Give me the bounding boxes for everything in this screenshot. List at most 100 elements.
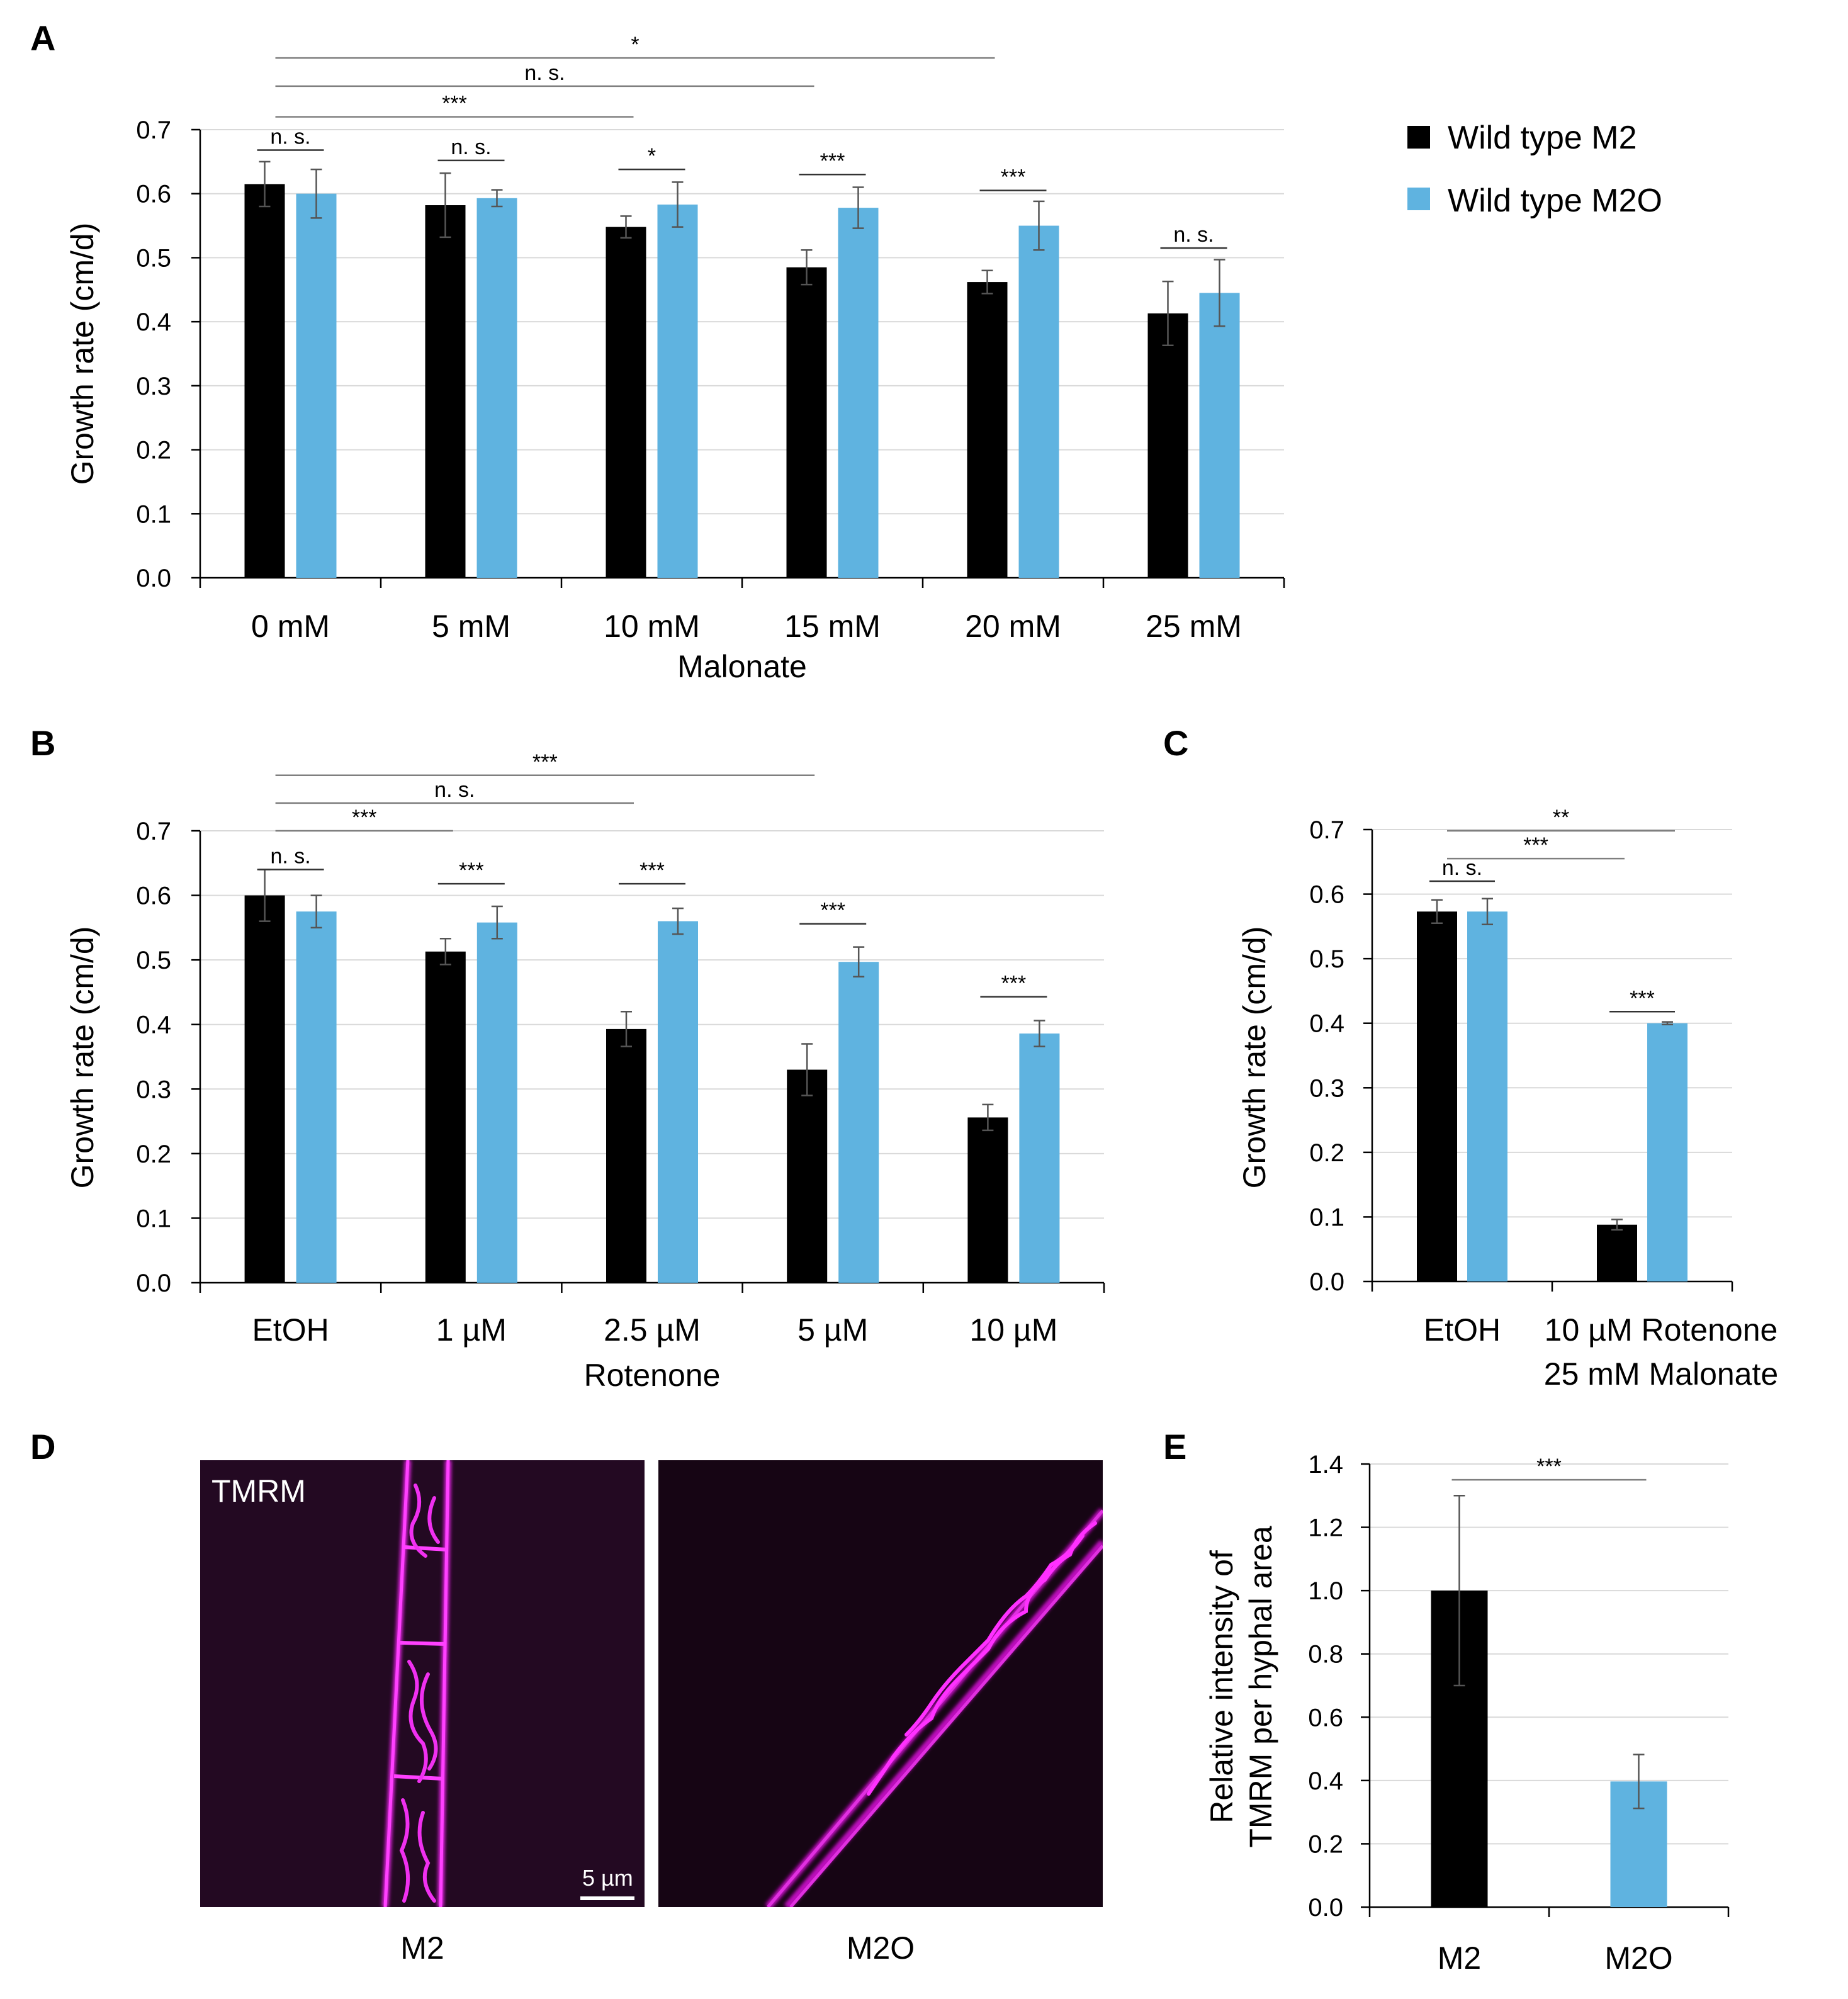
panel-c-significance-label: n. s. [1442, 856, 1482, 880]
panel-a-bar-series1 [657, 205, 698, 578]
panel-c-category-label: 10 µM Rotenone [1545, 1312, 1778, 1348]
panel-letter-b: B [30, 723, 55, 763]
panel-letter-c: C [1163, 723, 1188, 763]
hypha-m2o-mitochondria [867, 1521, 1097, 1796]
panel-a-y-tick-label: 0.2 [136, 437, 171, 465]
panel-e-y-axis-title: Relative intensity of TMRM per hyphal are… [1204, 1526, 1278, 1847]
panel-a-y-tick-label: 0.1 [136, 500, 171, 528]
panel-b-bar-series0 [606, 1028, 646, 1283]
panel-b-y-tick-label: 0.7 [136, 818, 171, 845]
panel-e-y-tick-label: 0.2 [1308, 1830, 1343, 1858]
panel-b-y-tick-label: 0.4 [136, 1011, 171, 1039]
hypha-m2-mitochondria [399, 1484, 440, 1903]
micrograph-m2o-background [658, 1460, 1103, 1907]
panel-e-significance-label: *** [1536, 1455, 1562, 1478]
panel-c-category-label: EtOH [1424, 1312, 1501, 1348]
panel-b-y-tick-label: 0.6 [136, 882, 171, 910]
panel-e-y-tick-label: 1.0 [1308, 1577, 1343, 1605]
micrograph-stain-label: TMRM [211, 1473, 306, 1509]
panel-e-y-tick-label: 0.0 [1308, 1894, 1343, 1922]
panel-e-y-tick-label: 0.8 [1308, 1641, 1343, 1669]
panel-a-y-tick-label: 0.0 [136, 565, 171, 592]
panel-b-significance-label: n. s. [270, 845, 310, 869]
panel-a-y-tick-label: 0.4 [136, 308, 171, 336]
panel-a-x-axis-title: Malonate [677, 649, 807, 684]
legend-label-m2: Wild type M2 [1448, 120, 1637, 156]
panel-a-bar-series1 [476, 198, 517, 578]
panel-b-y-tick-label: 0.5 [136, 947, 171, 974]
panel-b-bar-series1 [296, 911, 337, 1283]
panel-b-y-tick-label: 0.0 [136, 1270, 171, 1297]
panel-c-y-tick-label: 0.0 [1309, 1268, 1344, 1296]
panel-a-bar-series0 [1147, 313, 1188, 578]
panel-b-significance-label: *** [1001, 972, 1027, 996]
legend-swatch-m2 [1407, 126, 1430, 149]
scale-bar-label: 5 µm [582, 1865, 633, 1891]
panel-c-bar-series1 [1647, 1023, 1687, 1281]
panel-a-category-label: 25 mM [1146, 609, 1242, 644]
panel-b-bar-series0 [787, 1069, 828, 1283]
panel-letter-e: E [1163, 1427, 1186, 1467]
panel-c-significance-label: ** [1553, 806, 1569, 830]
legend-swatch-m2o [1407, 188, 1430, 210]
panel-c-bar-series0 [1597, 1224, 1637, 1281]
panel-a-significance-label: * [648, 144, 656, 168]
panel-c-category-label: 25 mM Malonate [1544, 1356, 1778, 1392]
micrograph-caption-m2: M2 [400, 1930, 444, 1966]
panel-b-y-tick-label: 0.3 [136, 1076, 171, 1103]
panel-a-significance-label: * [631, 33, 639, 57]
panel-b-bar-series0 [967, 1117, 1008, 1283]
panel-b-bar-series0 [425, 951, 466, 1283]
hypha-m2o-drawing [765, 1508, 1103, 1907]
chart-panel-b: 0.0 0.1 0.2 0.3 0.4 0.5 0.6 0.7 EtOH 1 µM 2.5 µM 5 … [65, 750, 1105, 1393]
panel-a-y-tick-label: 0.6 [136, 181, 171, 208]
panel-letter-d: D [30, 1427, 55, 1467]
panel-letter-a: A [30, 18, 55, 58]
panel-c-y-axis-title: Growth rate (cm/d) [1237, 926, 1272, 1189]
panel-b-significance-label: *** [532, 750, 558, 774]
panel-a-significance-label: *** [1001, 166, 1026, 189]
panel-b-y-tick-label: 0.1 [136, 1205, 171, 1232]
legend-label-m2o: Wild type M2O [1448, 183, 1662, 219]
panel-a-bar-series0 [425, 205, 466, 578]
panel-b-x-axis-title: Rotenone [584, 1358, 721, 1393]
chart-panel-c: 0.0 0.1 0.2 0.3 0.4 0.5 0.6 0.7 EtOH 10 µM Roteno… [1237, 806, 1778, 1392]
chart-panel-e: 0.0 0.2 0.4 0.6 0.8 1.0 1.2 1.4 M2 M2O Relative in… [1204, 1451, 1730, 1976]
panel-a-bar-series1 [1199, 293, 1240, 578]
panel-a-category-label: 5 mM [432, 609, 510, 644]
panel-e-category-label: M2 [1438, 1940, 1481, 1976]
panel-a-category-label: 10 mM [604, 609, 700, 644]
panel-a-category-label: 15 mM [784, 609, 881, 644]
panel-c-y-tick-label: 0.5 [1309, 945, 1344, 973]
panel-a-category-label: 20 mM [965, 609, 1061, 644]
panel-b-category-label: EtOH [252, 1312, 329, 1348]
micrograph-caption-m2o: M2O [847, 1930, 915, 1966]
panel-a-y-tick-label: 0.7 [136, 116, 171, 144]
panel-a-bar-series1 [1018, 225, 1059, 578]
panel-c-y-tick-label: 0.1 [1309, 1203, 1344, 1231]
panel-a-bar-series1 [838, 208, 879, 578]
panel-c-bar-series0 [1417, 911, 1457, 1281]
panel-b-significance-label: *** [352, 806, 377, 830]
panel-a-y-tick-label: 0.5 [136, 244, 171, 272]
panel-a-y-tick-label: 0.3 [136, 373, 171, 400]
panel-a-bar-series0 [967, 282, 1008, 578]
panel-a-significance-label: *** [442, 92, 467, 116]
panel-a-bar-series0 [786, 267, 827, 578]
panel-e-y-tick-label: 1.2 [1308, 1514, 1343, 1542]
panel-b-category-label: 1 µM [436, 1312, 507, 1348]
micrograph-m2o [658, 1460, 1103, 1907]
panel-b-category-label: 2.5 µM [604, 1312, 701, 1348]
panel-e-category-label: M2O [1604, 1940, 1672, 1976]
panel-b-y-axis-title: Growth rate (cm/d) [65, 926, 100, 1189]
panel-b-category-label: 10 µM [969, 1312, 1057, 1348]
panel-a-significance-label: n. s. [270, 125, 310, 149]
legend: Wild type M2 Wild type M2O [1407, 120, 1662, 219]
panel-a-significance-label: n. s. [524, 61, 565, 85]
panel-a-bar-series0 [244, 184, 285, 578]
panel-b-bar-series1 [476, 922, 517, 1283]
panel-e-y-tick-label: 0.4 [1308, 1767, 1343, 1795]
panel-a-bar-series1 [296, 193, 337, 578]
hypha-m2-wall-core [383, 1460, 450, 1907]
panel-b-significance-label: *** [820, 899, 845, 923]
